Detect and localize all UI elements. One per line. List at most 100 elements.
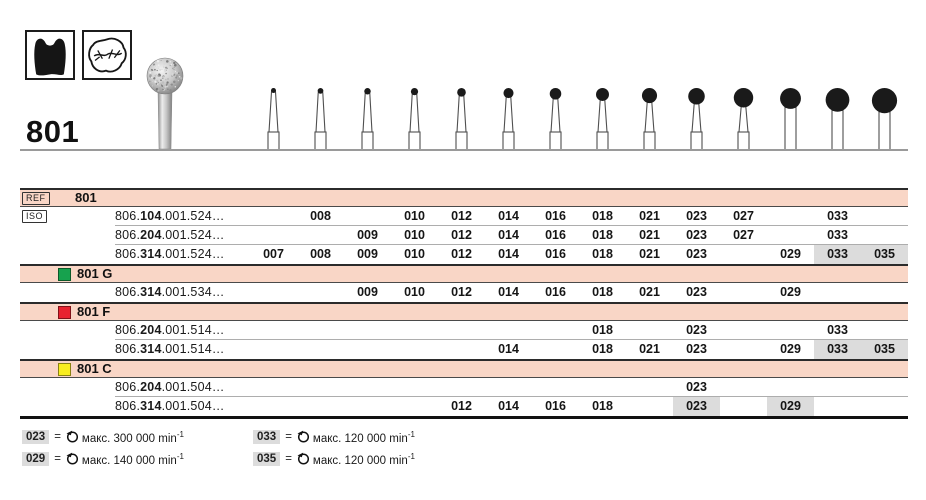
grit-color-square [58, 363, 71, 376]
bur-silhouette-033 [814, 56, 861, 151]
size-cell: 023 [686, 209, 707, 223]
section-band: REF 801 [20, 190, 908, 207]
bur-silhouette-016 [532, 56, 579, 151]
table-section: 801 F 806.204.001.514… 018 023 033 806.314.00… [20, 304, 908, 361]
size-cell: 023 [686, 285, 707, 299]
grit-color-square [58, 268, 71, 281]
bur-silhouette-029 [767, 56, 814, 151]
iso-row: 806.314.001.504… 012 014 016 018 023 029 [20, 397, 908, 416]
iso-code: 806.204.001.524… [115, 228, 225, 242]
size-cell: 029 [780, 247, 801, 261]
bur-silhouette-008 [297, 56, 344, 151]
legend-item-023: 023 = макс. 300 000 min-1 [22, 429, 184, 445]
table-section: REF 801 ISO 806.104.001.524… 008 010 012 014 016… [20, 190, 908, 266]
row-separator [115, 396, 908, 397]
size-cell: 029 [780, 285, 801, 299]
iso-code: 806.314.001.524… [115, 247, 225, 261]
size-cell: 016 [545, 209, 566, 223]
size-cell: 016 [545, 399, 566, 413]
size-cell: 016 [545, 247, 566, 261]
row-separator [115, 339, 908, 340]
size-cell: 033 [814, 340, 861, 359]
size-cell: 023 [686, 247, 707, 261]
size-cell: 007 [263, 247, 284, 261]
size-cell: 018 [592, 228, 613, 242]
size-cell: 023 [686, 342, 707, 356]
rotation-direction-icon [65, 451, 79, 468]
iso-row: 806.204.001.524… 009 010 012 014 016 018 021 023… [20, 226, 908, 245]
legend-size-badge: 029 [22, 452, 50, 466]
iso-code: 806.104.001.524… [115, 209, 225, 223]
max-speed-text: макс. 140 000 min-1 [81, 451, 184, 467]
iso-row: 806.204.001.504… 023 [20, 378, 908, 397]
size-cell: 012 [451, 228, 472, 242]
size-cell: 018 [592, 247, 613, 261]
iso-row: 806.314.001.524… 007 008 009 010 012 014 016 018… [20, 245, 908, 264]
section-band: 801 G [20, 266, 908, 283]
size-cell: 018 [592, 399, 613, 413]
legend-size-badge: 033 [253, 430, 281, 444]
size-cell: 014 [498, 209, 519, 223]
size-cell: 008 [310, 209, 331, 223]
occlusal-surface-icon [82, 30, 132, 80]
size-cell: 012 [451, 247, 472, 261]
section-label: 801 G [77, 266, 113, 281]
size-cell: 009 [357, 228, 378, 242]
legend-item-033: 033 = макс. 120 000 min-1 [253, 429, 415, 445]
grit-color-square [58, 306, 71, 319]
section-label: 801 F [77, 304, 111, 319]
section-label: 801 [75, 190, 97, 205]
size-cell: 009 [357, 247, 378, 261]
size-cell: 010 [404, 285, 425, 299]
equals-sign: = [285, 453, 292, 465]
bur-silhouette-007 [250, 56, 297, 151]
iso-code: 806.314.001.534… [115, 285, 225, 299]
diamond-bur-photo [146, 57, 184, 150]
bur-silhouette-009 [344, 56, 391, 151]
iso-row: ISO 806.104.001.524… 008 010 012 014 016 018 021… [20, 207, 908, 226]
size-cell: 010 [404, 209, 425, 223]
iso-code: 806.204.001.514… [115, 323, 225, 337]
max-speed-text: макс. 300 000 min-1 [81, 429, 184, 445]
size-cell: 018 [592, 323, 613, 337]
size-cell: 027 [733, 228, 754, 242]
equals-sign: = [285, 431, 292, 443]
bur-silhouette-014 [485, 56, 532, 151]
bur-silhouette-018 [579, 56, 626, 151]
table-section: 801 C 806.204.001.504… 023 806.314.001.504…… [20, 361, 908, 419]
section-label: 801 C [77, 361, 112, 376]
size-silhouettes-row [250, 56, 908, 151]
section-band: 801 C [20, 361, 908, 378]
bur-silhouette-035 [861, 56, 908, 151]
section-band: 801 F [20, 304, 908, 321]
size-cell: 033 [827, 323, 848, 337]
iso-code: 806.314.001.514… [115, 342, 225, 356]
legend-item-029: 029 = макс. 140 000 min-1 [22, 451, 184, 467]
iso-row: 806.314.001.534… 009 010 012 014 016 018 021 023… [20, 283, 908, 302]
size-cell: 010 [404, 228, 425, 242]
size-cell: 023 [686, 323, 707, 337]
iso-row: 806.314.001.514… 014 018 021 023 029 033 035 [20, 340, 908, 359]
iso-row: 806.204.001.514… 018 023 033 [20, 321, 908, 340]
ref-badge: REF [22, 192, 50, 205]
size-cell: 012 [451, 209, 472, 223]
size-cell: 012 [451, 285, 472, 299]
size-cell: 029 [780, 342, 801, 356]
size-cell: 016 [545, 285, 566, 299]
tooth-crown-icon [25, 30, 75, 80]
size-cell: 023 [673, 397, 720, 416]
size-cell: 021 [639, 209, 660, 223]
size-cell: 033 [814, 245, 861, 264]
size-cell: 014 [498, 342, 519, 356]
size-cell: 018 [592, 285, 613, 299]
product-number: 801 [26, 114, 80, 149]
bur-silhouette-021 [626, 56, 673, 151]
bur-silhouette-027 [720, 56, 767, 151]
row-separator [115, 225, 908, 226]
size-cell: 021 [639, 342, 660, 356]
size-cell: 018 [592, 342, 613, 356]
size-cell: 012 [451, 399, 472, 413]
size-cell: 014 [498, 247, 519, 261]
size-cell: 018 [592, 209, 613, 223]
rotation-direction-icon [65, 429, 79, 446]
